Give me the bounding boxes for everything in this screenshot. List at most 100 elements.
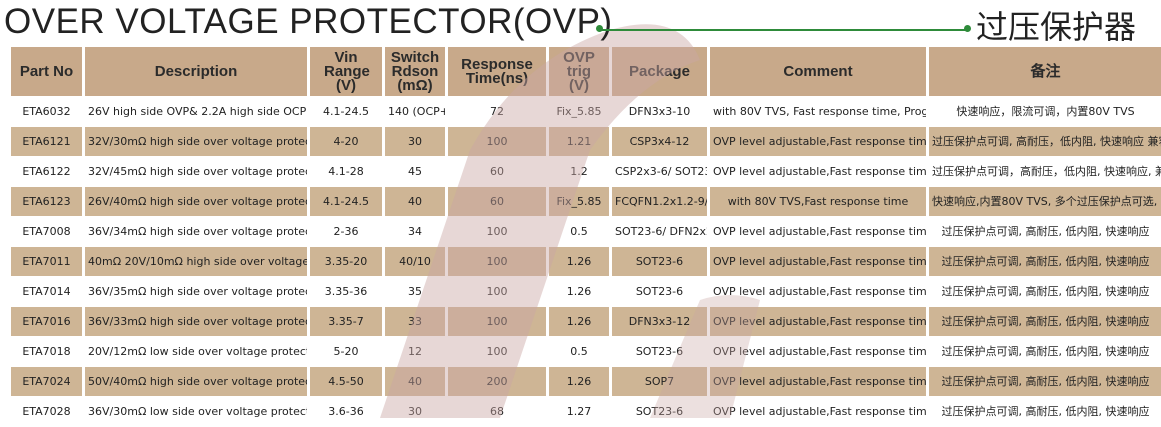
cell-package: CSP2x3-6/ SOT23-5 [612,157,707,186]
cell-desc: 36V/35mΩ high side over voltage protecto… [85,277,307,306]
table-header-row: Part No Description Vin Range (V) Switch… [11,47,1161,96]
cell-note: 快速响应，限流可调，内置80V TVS [929,97,1161,126]
cell-package: SOT23-6/ DFN2x2-6 [612,217,707,246]
header-ovp-trig: OVP trig (V) [549,47,609,96]
cell-package: SOT23-6 [612,337,707,366]
cell-part: ETA7024 [11,367,82,396]
page-title-chinese: 过压保护器 [976,8,1137,46]
cell-desc: 20V/12mΩ low side over voltage protector [85,337,307,366]
bullet-dot-right [964,25,971,32]
cell-desc: 40mΩ 20V/10mΩ high side over voltage pro… [85,247,307,276]
cell-note: 过压保护点可调, 高耐压, 低内阻, 快速响应 [929,337,1161,366]
cell-response: 60 [448,157,546,186]
cell-comment: with 80V TVS,Fast response time [710,187,926,216]
cell-switch: 33 [385,307,445,336]
cell-vin: 4.1-24.5 [310,97,382,126]
cell-comment: OVP level adjustable,Fast response time [710,337,926,366]
cell-part: ETA6123 [11,187,82,216]
header-switch-rdson: Switch Rdson (mΩ) [385,47,445,96]
cell-ovp: 1.2 [549,157,609,186]
cell-note: 过压保护点可调, 高耐压，低内阻, 快速响应 兼容FPF2280/RT9746 [929,127,1161,156]
cell-response: 68 [448,397,546,426]
table-row: ETA6123 26V/40mΩ high side over voltage p… [11,187,1161,216]
cell-switch: 40 [385,367,445,396]
cell-ovp: 1.27 [549,397,609,426]
cell-response: 60 [448,187,546,216]
cell-switch: 30 [385,127,445,156]
table-row: ETA6122 32V/45mΩ high side over voltage p… [11,157,1161,186]
cell-part: ETA7028 [11,397,82,426]
cell-vin: 3.35-7 [310,307,382,336]
cell-ovp: 0.5 [549,217,609,246]
cell-part: ETA6121 [11,127,82,156]
cell-vin: 4.1-28 [310,157,382,186]
cell-note: 过压保护点可调，高耐压，低内阻, 快速响应, 兼容ET9523 [929,157,1161,186]
cell-vin: 4-20 [310,127,382,156]
header-description: Description [85,47,307,96]
cell-comment: OVP level adjustable,Fast response time [710,367,926,396]
cell-comment: OVP level adjustable,Fast response time [710,307,926,336]
cell-desc: 32V/45mΩ high side over voltage protecto… [85,157,307,186]
header-package: Package [612,47,707,96]
cell-desc: 36V/34mΩ high side over voltage protecto… [85,217,307,246]
cell-ovp: 1.26 [549,277,609,306]
cell-desc: 50V/40mΩ high side over voltage protecto… [85,367,307,396]
cell-comment: OVP level adjustable,Fast response time [710,247,926,276]
cell-vin: 3.6-36 [310,397,382,426]
table-row: ETA6121 32V/30mΩ high side over voltage p… [11,127,1161,156]
cell-response: 100 [448,337,546,366]
cell-note: 快速响应,内置80V TVS, 多个过压保护点可选, 兼容WS3210 [929,187,1161,216]
cell-comment: OVP level adjustable,Fast response time [710,277,926,306]
cell-response: 100 [448,217,546,246]
cell-part: ETA7008 [11,217,82,246]
cell-comment: OVP level adjustable,Fast response time [710,157,926,186]
header-comment: Comment [710,47,926,96]
cell-ovp: 1.26 [549,367,609,396]
cell-vin: 2-36 [310,217,382,246]
cell-ovp: 1.21 [549,127,609,156]
table-row: ETA7011 40mΩ 20V/10mΩ high side over volt… [11,247,1161,276]
cell-comment: with 80V TVS, Fast response time, Progra… [710,97,926,126]
cell-response: 100 [448,277,546,306]
cell-switch: 45 [385,157,445,186]
cell-ovp: 1.26 [549,307,609,336]
header-response-time: Response Time(ns) [448,47,546,96]
title-divider-line [598,29,968,31]
cell-response: 72 [448,97,546,126]
table-row: ETA7018 20V/12mΩ low side over voltage pr… [11,337,1161,366]
cell-package: DFN3x3-12 [612,307,707,336]
ovp-product-table: Part No Description Vin Range (V) Switch… [8,46,1161,427]
cell-switch: 40 [385,187,445,216]
bullet-dot-left [596,25,603,32]
cell-ovp: Fix_5.85 [549,97,609,126]
cell-desc: 26V high side OVP& 2.2A high side OCP [85,97,307,126]
cell-ovp: 1.26 [549,247,609,276]
cell-response: 100 [448,307,546,336]
cell-ovp: Fix_5.85 [549,187,609,216]
cell-note: 过压保护点可调, 高耐压, 低内阻, 快速响应 [929,247,1161,276]
table-row: ETA7016 36V/33mΩ high side over voltage p… [11,307,1161,336]
cell-part: ETA6032 [11,97,82,126]
cell-part: ETA7018 [11,337,82,366]
cell-desc: 26V/40mΩ high side over voltage protecto… [85,187,307,216]
cell-switch: 12 [385,337,445,366]
table-row: ETA7008 36V/34mΩ high side over voltage p… [11,217,1161,246]
cell-package: SOP7 [612,367,707,396]
table-row: ETA7028 36V/30mΩ low side over voltage pr… [11,397,1161,426]
cell-desc: 36V/33mΩ high side over voltage protecto… [85,307,307,336]
cell-note: 过压保护点可调, 高耐压, 低内阻, 快速响应 [929,277,1161,306]
cell-switch: 40/10 [385,247,445,276]
table-row: ETA7014 36V/35mΩ high side over voltage p… [11,277,1161,306]
cell-part: ETA7016 [11,307,82,336]
cell-comment: OVP level adjustable,Fast response time [710,217,926,246]
cell-package: CSP3x4-12 [612,127,707,156]
cell-desc: 32V/30mΩ high side over voltage protecto… [85,127,307,156]
header-note: 备注 [929,47,1161,96]
cell-vin: 5-20 [310,337,382,366]
cell-note: 过压保护点可调, 高耐压, 低内阻, 快速响应 [929,367,1161,396]
cell-response: 200 [448,367,546,396]
page-title: OVER VOLTAGE PROTECTOR(OVP) [4,2,613,41]
cell-comment: OVP level adjustable,Fast response time [710,127,926,156]
table-row: ETA7024 50V/40mΩ high side over voltage p… [11,367,1161,396]
cell-part: ETA7011 [11,247,82,276]
